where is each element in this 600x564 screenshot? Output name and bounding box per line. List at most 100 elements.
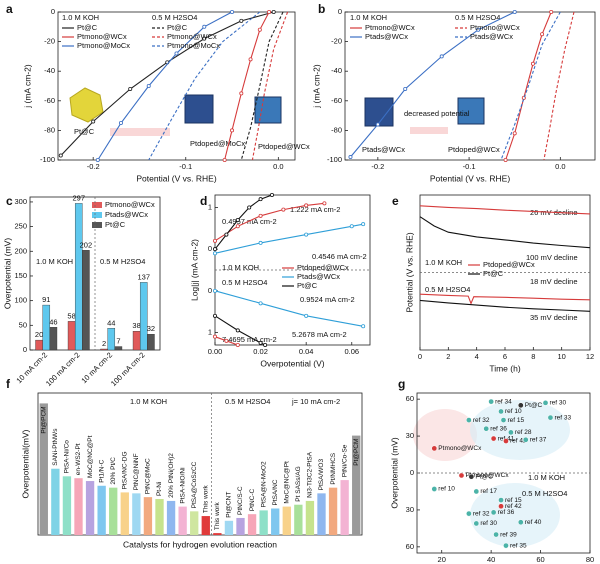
annotation: 0.9524 mA cm-2 (300, 295, 355, 304)
bar (271, 508, 280, 535)
legend-label: Ptdoped@WCx (483, 260, 535, 269)
pt-c-particle (69, 87, 104, 123)
x-tick-label: 0.00 (208, 347, 223, 356)
marker (349, 224, 354, 229)
marker (439, 54, 444, 59)
category-label: MoC@NC@Pt (87, 435, 94, 478)
point-label: ref 15 (508, 417, 525, 424)
marker (212, 247, 217, 252)
point (466, 417, 472, 423)
line (97, 11, 233, 161)
marker (540, 32, 545, 37)
value-label: 32 (147, 324, 155, 333)
point-label: ref 30 (550, 400, 567, 407)
point (473, 488, 480, 495)
y-tick-label: 1 (208, 202, 212, 211)
point-label: ref 37 (530, 436, 547, 443)
category-label: Pt-Ni (156, 482, 163, 496)
category-label: Pt/NMHCS (330, 452, 337, 484)
y-tick-label: 30 (406, 505, 414, 514)
legend-label: Ptmono@MoCx (167, 41, 220, 50)
legend-label: Pt@C (483, 269, 504, 278)
legend-label: Pt@C (105, 220, 126, 229)
y-tick-label: 0 (51, 7, 55, 16)
point (490, 509, 497, 516)
legend-label: Ptmono@MoCx (77, 41, 130, 50)
annotation: Ptdoped@WCx (448, 145, 500, 154)
x-axis-label: Overpotential (V) (260, 358, 324, 368)
marker (174, 51, 179, 56)
bar (282, 506, 291, 535)
x-tick-label: 10 (557, 352, 565, 361)
legend-swatch (92, 222, 102, 228)
category-label: This work (214, 502, 221, 531)
annotation: 0.5 M H2SO4 (225, 397, 270, 406)
category-label: 20% Pt/C (110, 457, 117, 485)
cube (364, 97, 394, 127)
annotation: 1.0 M KOH (528, 473, 565, 482)
bar (51, 468, 60, 535)
y-tick-label: 250 (14, 222, 27, 231)
point-label: ref 10 (505, 408, 522, 415)
marker (247, 205, 252, 210)
point-label: Pt@C (475, 473, 493, 480)
point (498, 408, 504, 415)
annotation: 1.0 M KOH (425, 258, 462, 267)
x-axis-label: Potential (V vs. RHE) (136, 173, 216, 183)
line (214, 194, 273, 250)
y-tick-label: -80 (44, 125, 55, 134)
y-axis-label: Log|j| (mA cm-2) (189, 239, 199, 301)
point-label: ref 33 (554, 414, 571, 421)
y-axis-label: Overpotential (mV) (2, 238, 12, 309)
legend-label: Ptads@WCx (297, 272, 340, 281)
marker (212, 251, 217, 256)
marker (322, 201, 327, 206)
y-axis-label: Overpotential (mV) (389, 437, 399, 508)
marker (257, 27, 262, 32)
y-tick-label: -20 (331, 37, 342, 46)
legend-label: Ptmono@WCx (470, 23, 520, 32)
marker (230, 9, 235, 14)
category-label: PtNi/Co-Se (341, 444, 348, 477)
annotation: 0.5 M H2SO4 (455, 13, 500, 22)
x-tick-label: -0.2 (87, 162, 100, 171)
panel-letter: g (398, 377, 405, 391)
point (498, 503, 504, 510)
line (419, 216, 591, 249)
x-tick-label: 2 (446, 352, 450, 361)
y-tick-label: 0 (208, 244, 212, 253)
point-label: ref 36 (498, 509, 515, 516)
marker (530, 61, 535, 66)
annotation: 0.5 M H2SO4 (425, 285, 470, 294)
y-tick-label: 150 (14, 271, 27, 280)
line (148, 11, 261, 161)
bar (67, 321, 76, 351)
bar (132, 493, 141, 535)
y-tick-label: -80 (331, 125, 342, 134)
x-tick-label: 20 (438, 555, 446, 564)
x-tick-label: 0.06 (344, 347, 359, 356)
cube (457, 97, 485, 125)
category-label: PtSA/WO3 (318, 459, 325, 491)
band (410, 127, 448, 134)
category-label: PtNC@MoC (145, 458, 152, 494)
point-label: ref 42 (510, 438, 527, 445)
annotation: 1.0 M KOH (36, 257, 73, 266)
point (522, 436, 529, 443)
legend-label: Ptmono@WCx (365, 23, 415, 32)
marker (202, 36, 207, 41)
category-label: Pt@PCM (353, 439, 360, 466)
bar (49, 327, 58, 351)
band (110, 128, 170, 136)
annotation: 0.5 M H2SO4 (100, 257, 145, 266)
cube (254, 96, 282, 124)
plot-frame (37, 392, 363, 536)
marker (202, 24, 207, 29)
x-axis-label: Potential (V vs. RHE) (430, 173, 510, 183)
bar (97, 485, 106, 535)
annotation: 7.4695 mA cm-2 (222, 335, 277, 344)
bar (247, 514, 257, 535)
line (240, 11, 284, 161)
y-tick-label: -60 (44, 96, 55, 105)
value-label: 44 (107, 318, 115, 327)
